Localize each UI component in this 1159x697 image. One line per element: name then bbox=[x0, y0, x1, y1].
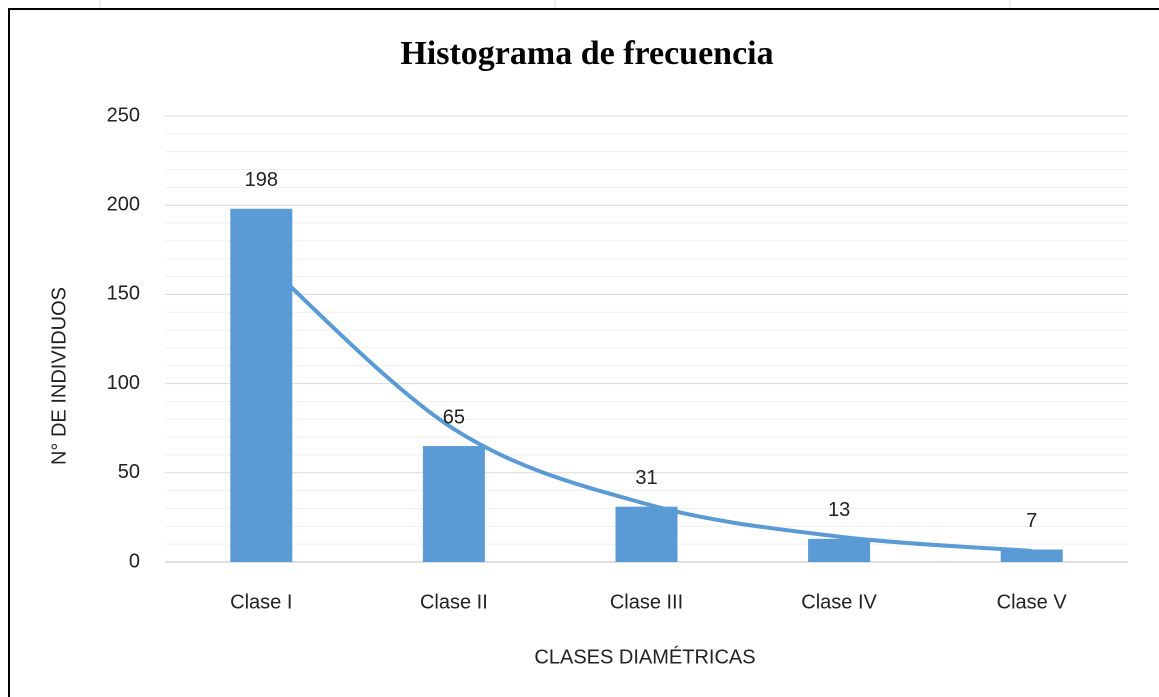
bar bbox=[1000, 549, 1063, 562]
bar bbox=[422, 446, 485, 562]
x-tick-label: Clase I bbox=[230, 591, 292, 613]
data-label: 13 bbox=[828, 499, 850, 521]
y-tick-label: 150 bbox=[107, 283, 140, 305]
x-tick-label: Clase IV bbox=[801, 591, 877, 613]
bar bbox=[230, 208, 293, 562]
y-tick-label: 200 bbox=[107, 193, 140, 215]
y-axis-title: N° DE INDIVIDUOS bbox=[48, 287, 70, 465]
x-axis-title: CLASES DIAMÉTRICAS bbox=[534, 645, 755, 668]
y-tick-label: 250 bbox=[107, 104, 140, 126]
x-tick-label: Clase II bbox=[420, 591, 488, 613]
bar bbox=[615, 506, 678, 562]
chart-frame bbox=[8, 8, 1159, 697]
x-tick-label: Clase V bbox=[997, 591, 1068, 613]
data-label: 198 bbox=[245, 169, 278, 191]
chart-title: Histograma de frecuencia bbox=[400, 35, 773, 72]
data-label: 7 bbox=[1026, 510, 1037, 532]
data-label: 65 bbox=[443, 406, 465, 428]
y-tick-label: 50 bbox=[118, 461, 140, 483]
y-tick-label: 100 bbox=[107, 372, 140, 394]
bar bbox=[808, 538, 871, 562]
y-tick-label: 0 bbox=[129, 550, 140, 572]
data-label: 31 bbox=[635, 467, 657, 489]
trendline bbox=[259, 257, 1032, 553]
x-tick-label: Clase III bbox=[610, 591, 683, 613]
